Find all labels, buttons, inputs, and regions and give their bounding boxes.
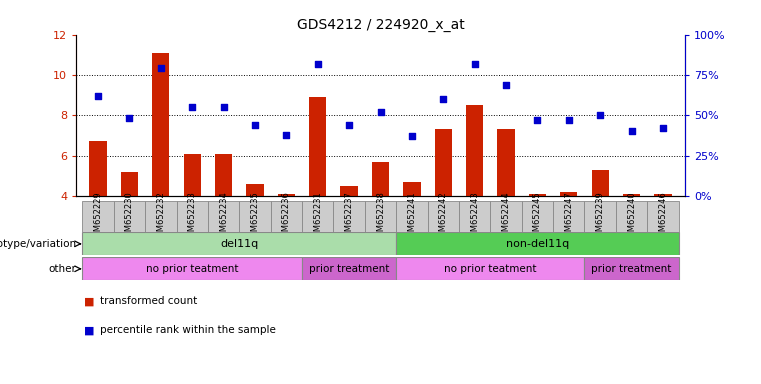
Bar bbox=[372, 162, 389, 196]
Text: percentile rank within the sample: percentile rank within the sample bbox=[100, 325, 276, 335]
Point bbox=[218, 104, 230, 110]
Bar bbox=[113, 201, 145, 232]
Text: transformed count: transformed count bbox=[100, 296, 198, 306]
Point bbox=[343, 122, 355, 128]
Text: GSM652241: GSM652241 bbox=[407, 192, 416, 242]
Bar bbox=[459, 201, 490, 232]
Text: GSM652239: GSM652239 bbox=[596, 192, 605, 242]
Point bbox=[374, 109, 387, 115]
Text: GSM652245: GSM652245 bbox=[533, 192, 542, 242]
Bar bbox=[90, 141, 107, 196]
Bar bbox=[591, 170, 609, 196]
Point bbox=[500, 81, 512, 88]
Bar bbox=[466, 105, 483, 196]
Text: del11q: del11q bbox=[220, 239, 259, 249]
Bar bbox=[302, 257, 396, 280]
Bar bbox=[145, 201, 177, 232]
Bar bbox=[396, 232, 679, 255]
Bar bbox=[428, 201, 459, 232]
Text: ■: ■ bbox=[84, 325, 94, 335]
Point bbox=[312, 61, 324, 67]
Bar bbox=[435, 129, 452, 196]
Text: GSM652229: GSM652229 bbox=[94, 192, 103, 242]
Bar bbox=[403, 182, 421, 196]
Text: non-del11q: non-del11q bbox=[506, 239, 569, 249]
Bar bbox=[616, 201, 648, 232]
Point bbox=[249, 122, 261, 128]
Point bbox=[406, 133, 418, 139]
Bar bbox=[522, 201, 553, 232]
Bar bbox=[553, 201, 584, 232]
Bar bbox=[490, 201, 522, 232]
Point bbox=[280, 131, 292, 137]
Bar bbox=[498, 129, 514, 196]
Bar bbox=[365, 201, 396, 232]
Text: GSM652230: GSM652230 bbox=[125, 192, 134, 242]
Title: GDS4212 / 224920_x_at: GDS4212 / 224920_x_at bbox=[297, 18, 464, 32]
Bar bbox=[309, 97, 326, 196]
Bar bbox=[654, 194, 671, 196]
Bar bbox=[183, 154, 201, 196]
Point bbox=[123, 115, 135, 121]
Bar bbox=[82, 201, 113, 232]
Bar bbox=[271, 201, 302, 232]
Point bbox=[469, 61, 481, 67]
Text: GSM652243: GSM652243 bbox=[470, 192, 479, 242]
Bar bbox=[177, 201, 208, 232]
Text: GSM652232: GSM652232 bbox=[156, 192, 165, 242]
Text: GSM652235: GSM652235 bbox=[250, 192, 260, 242]
Bar bbox=[584, 201, 616, 232]
Bar bbox=[623, 194, 640, 196]
Text: prior treatment: prior treatment bbox=[591, 264, 672, 274]
Bar bbox=[152, 53, 170, 196]
Bar bbox=[529, 194, 546, 196]
Text: GSM652246: GSM652246 bbox=[658, 192, 667, 242]
Text: other: other bbox=[49, 264, 77, 274]
Point bbox=[657, 125, 669, 131]
Bar bbox=[247, 184, 263, 196]
Text: GSM652236: GSM652236 bbox=[282, 191, 291, 242]
Text: genotype/variation: genotype/variation bbox=[0, 239, 77, 249]
Bar bbox=[584, 257, 679, 280]
Text: GSM652242: GSM652242 bbox=[439, 192, 447, 242]
Bar bbox=[648, 201, 679, 232]
Text: GSM652244: GSM652244 bbox=[501, 192, 511, 242]
Text: GSM652237: GSM652237 bbox=[345, 191, 354, 242]
Text: GSM652240: GSM652240 bbox=[627, 192, 636, 242]
Bar bbox=[340, 186, 358, 196]
Bar bbox=[302, 201, 333, 232]
Point bbox=[92, 93, 104, 99]
Bar bbox=[396, 257, 584, 280]
Bar bbox=[560, 192, 578, 196]
Bar bbox=[82, 232, 396, 255]
Point bbox=[186, 104, 199, 110]
Text: GSM652231: GSM652231 bbox=[314, 192, 322, 242]
Bar bbox=[333, 201, 365, 232]
Point bbox=[531, 117, 543, 123]
Text: GSM652233: GSM652233 bbox=[188, 191, 196, 242]
Text: GSM652238: GSM652238 bbox=[376, 191, 385, 242]
Text: GSM652247: GSM652247 bbox=[565, 192, 573, 242]
Bar bbox=[278, 194, 295, 196]
Point bbox=[562, 117, 575, 123]
Point bbox=[437, 96, 449, 102]
Text: prior treatment: prior treatment bbox=[309, 264, 390, 274]
Bar bbox=[396, 201, 428, 232]
Point bbox=[154, 65, 167, 71]
Text: ■: ■ bbox=[84, 296, 94, 306]
Point bbox=[626, 128, 638, 134]
Text: GSM652234: GSM652234 bbox=[219, 192, 228, 242]
Point bbox=[594, 112, 607, 118]
Bar bbox=[208, 201, 239, 232]
Bar bbox=[215, 154, 232, 196]
Bar bbox=[239, 201, 271, 232]
Bar bbox=[82, 257, 302, 280]
Text: no prior teatment: no prior teatment bbox=[444, 264, 537, 274]
Text: no prior teatment: no prior teatment bbox=[146, 264, 238, 274]
Bar bbox=[121, 172, 138, 196]
